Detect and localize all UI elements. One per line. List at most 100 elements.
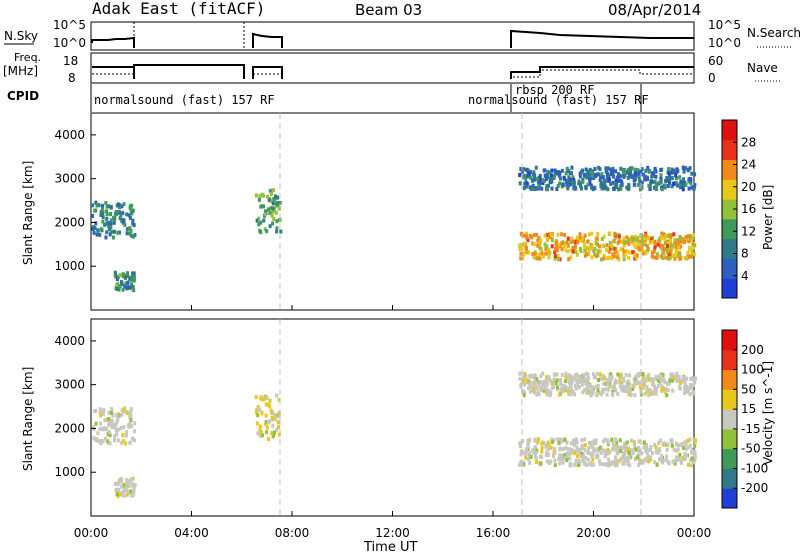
data-cell [579,186,583,191]
data-cell [650,250,654,255]
data-cell [255,218,259,223]
data-cell [678,443,682,448]
data-cell [109,205,113,210]
data-cell [94,208,98,213]
data-cell [656,450,660,455]
data-cell [596,231,600,236]
data-cell [628,373,632,378]
data-cell [265,396,269,401]
data-cell [132,438,136,443]
data-cell [558,453,562,458]
data-cell [121,220,125,225]
data-cell [587,446,591,451]
data-cell [518,181,522,186]
data-cell [684,442,688,447]
data-cell [631,387,635,392]
data-cell [537,186,541,191]
data-cell [575,379,579,384]
data-cell [677,374,681,379]
data-cell [538,385,542,390]
data-cell [533,445,537,450]
data-cell [530,374,534,379]
data-cell [564,446,568,451]
data-cell [577,459,581,464]
velocity-panel: Slant Range [km] 1000 2000 3000 4000 [21,318,697,517]
data-cell [674,374,678,379]
data-cell [649,179,653,184]
data-cell [678,181,682,186]
data-cell [690,238,694,243]
data-cell [641,375,645,380]
data-cell [277,425,281,430]
data-cell [108,433,112,438]
data-cell [124,285,128,290]
data-cell [633,378,637,383]
data-cell [537,184,541,189]
data-cell [643,457,647,462]
data-cell [535,232,539,237]
data-cell [532,233,536,238]
data-cell [529,454,533,459]
data-cell [254,193,258,198]
data-cell [692,187,696,192]
data-cell [635,255,639,260]
data-cell [133,421,137,426]
data-cell [674,458,678,463]
colorbar-tick: 8 [741,247,749,261]
data-cell [623,387,627,392]
colorbar-tick: 100 [741,363,764,377]
data-cell [566,454,570,459]
data-cell [523,390,527,395]
nsky-trace-3 [510,29,694,48]
data-cell [523,181,527,186]
data-cell [652,174,656,179]
data-cell [661,458,665,463]
data-cell [633,393,637,398]
data-cell [605,392,609,397]
data-cell [583,247,587,252]
data-cell [660,453,664,458]
data-cell [582,172,586,177]
data-cell [688,437,692,442]
data-cell [599,180,603,185]
nsearch-label: N.Search [747,26,800,40]
data-cell [601,174,605,179]
data-cell [676,378,680,383]
nave-tick-top: 60 [708,54,723,68]
data-cell [569,182,573,187]
power-panel-frame [90,112,695,311]
data-cell [116,427,120,432]
data-cell [131,483,135,488]
data-cell [558,457,562,462]
data-cell [579,454,583,459]
data-cell [563,452,567,457]
x-tick-label: 08:00 [275,526,310,540]
data-cell [585,172,589,177]
data-cell [535,448,539,453]
data-cell [114,274,118,279]
data-cell [539,461,543,466]
data-cell [640,167,644,172]
data-cell [620,386,624,391]
nave-label: Nave [747,61,778,75]
data-cell [535,177,539,182]
data-cell [613,462,617,467]
colorbar-tick: 16 [741,202,756,216]
data-cell [122,483,126,488]
data-cell [131,285,135,290]
data-cell [276,413,280,418]
data-cell [621,388,625,393]
data-cell [270,431,274,436]
data-cell [524,455,528,460]
data-cell [128,413,132,418]
data-cell [256,413,260,418]
data-cell [565,178,569,183]
data-cell [642,445,646,450]
data-cell [550,381,554,386]
data-cell [560,373,564,378]
data-cell [528,460,532,465]
data-cell [591,457,595,462]
data-cell [269,198,273,203]
data-cell [537,256,541,261]
data-cell [587,172,591,177]
